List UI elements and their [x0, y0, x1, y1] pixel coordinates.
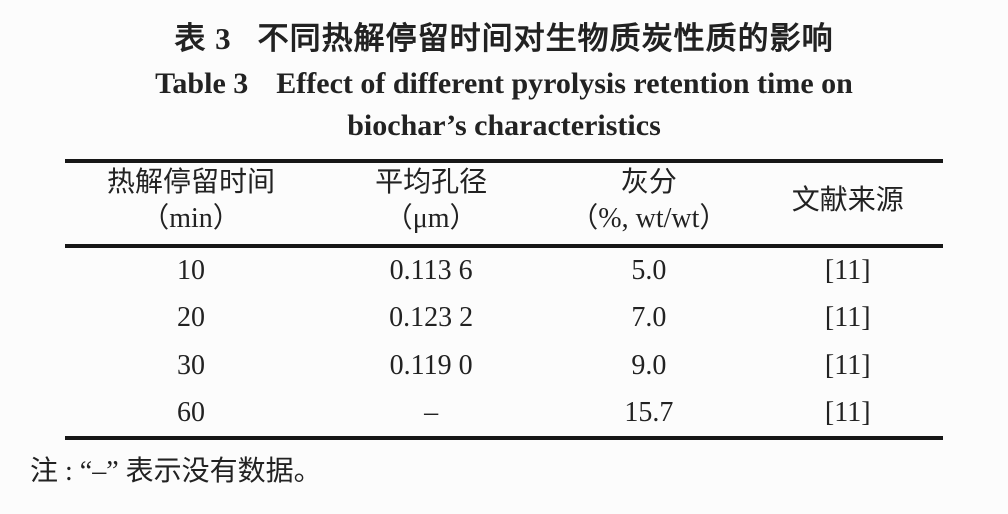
cell-reference: [11] [824, 349, 871, 381]
cell-retention-time: 20 [176, 301, 205, 333]
caption-cn-text: 不同热解停留时间对生物质炭性质的影响 [257, 21, 834, 56]
cell-retention-time: 60 [176, 396, 205, 428]
column-header-ash: 灰分 （%, wt/wt） [570, 166, 728, 235]
caption-en-text: Effect of different pyrolysis retention … [276, 67, 853, 101]
table-row: 10 0.113 6 5.0 [11] [65, 246, 943, 294]
table-caption-cn: 表 3 不同热解停留时间对生物质炭性质的影响 [0, 0, 1008, 57]
cell-reference: [11] [824, 254, 871, 286]
cell-retention-time: 30 [176, 349, 205, 381]
cell-ash: 9.0 [631, 349, 667, 381]
cell-mean-pore-size: 0.113 6 [389, 254, 473, 286]
cell-mean-pore-size: 0.123 2 [389, 301, 474, 333]
cell-ash: 7.0 [631, 301, 667, 333]
cell-mean-pore-size: – [424, 396, 439, 428]
caption-cn-label: 表 3 [174, 21, 232, 56]
caption-en-line2: biochar’s characteristics [347, 108, 661, 142]
table-header-row: 热解停留时间 （min） 平均孔径 （μm） 灰分 （%, wt/wt） 文献来… [65, 161, 943, 246]
cell-ash: 15.7 [624, 396, 674, 428]
table-row: 60 – 15.7 [11] [65, 390, 943, 438]
table-caption-en: Table 3 Effect of different pyrolysis ret… [0, 63, 1008, 146]
caption-en-label: Table 3 [155, 67, 249, 101]
column-header-reference: 文献来源 [791, 185, 904, 217]
caption-en-line1: Table 3 Effect of different pyrolysis ret… [0, 63, 1008, 104]
cell-reference: [11] [824, 301, 871, 333]
table-row: 20 0.123 2 7.0 [11] [65, 294, 943, 342]
cell-mean-pore-size: 0.119 0 [389, 349, 473, 381]
column-header-mean-pore-size: 平均孔径 （μm） [375, 166, 488, 235]
table-note: 注 : “–” 表示没有数据。 [30, 455, 322, 487]
column-header-retention-time: 热解停留时间 （min） [106, 166, 275, 235]
cell-ash: 5.0 [631, 254, 667, 286]
cell-retention-time: 10 [176, 254, 205, 286]
cell-reference: [11] [824, 396, 871, 428]
data-table: 热解停留时间 （min） 平均孔径 （μm） 灰分 （%, wt/wt） 文献来… [65, 158, 943, 440]
table-row: 30 0.119 0 9.0 [11] [65, 342, 943, 390]
